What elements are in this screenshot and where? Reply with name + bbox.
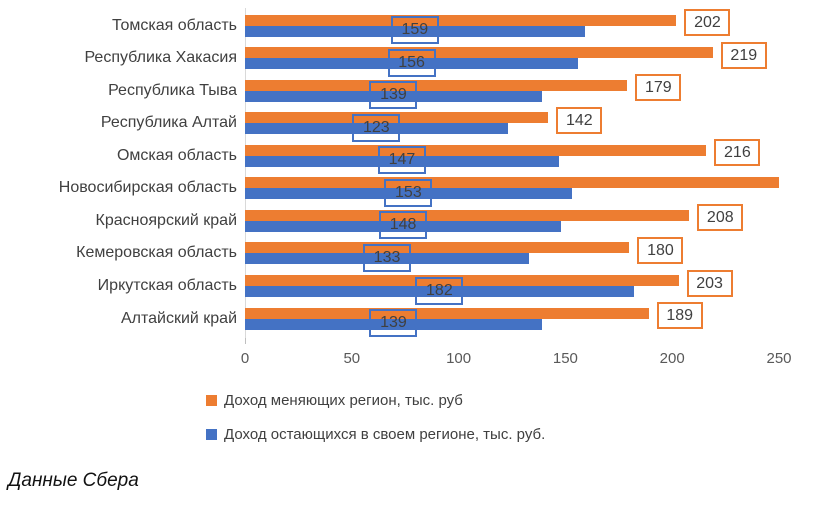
- bar-value-label: 147: [377, 146, 426, 175]
- category-label: Томская область: [111, 16, 237, 34]
- bar-value-label: 153: [384, 178, 433, 207]
- bar-value-label: 189: [656, 302, 703, 330]
- legend: Доход меняющих регион, тыс. руб Доход ост…: [206, 392, 545, 443]
- bar-value-label: 139: [369, 309, 418, 338]
- x-tick-label: 0: [240, 350, 250, 367]
- bar-resident-income: [245, 188, 572, 200]
- bar-migrant-income: [245, 144, 707, 156]
- bar-resident-income: [245, 90, 542, 102]
- x-tick-label: 250: [766, 350, 792, 367]
- bar-migrant-income: [245, 47, 713, 59]
- category-label: Кемеровская область: [76, 244, 237, 262]
- bar-value-label: 148: [379, 211, 428, 240]
- bar-value-label: 123: [352, 113, 401, 142]
- bar-migrant-income: [245, 242, 630, 254]
- legend-swatch-resident: [206, 429, 217, 440]
- x-tick-label: 50: [343, 350, 361, 367]
- category-label: Омская область: [116, 146, 237, 164]
- category-label: Красноярский край: [95, 211, 237, 229]
- bar-migrant-income: [245, 14, 677, 26]
- category-label: Республика Тыва: [108, 81, 237, 99]
- bar-resident-income: [245, 123, 508, 135]
- bar-migrant-income: [245, 209, 690, 221]
- category-label: Алтайский край: [120, 309, 237, 327]
- y-axis-line: [245, 8, 246, 338]
- legend-label: Доход меняющих регион, тыс. руб: [224, 392, 463, 409]
- bar-migrant-income: [245, 112, 549, 124]
- legend-item: Доход остающихся в своем регионе, тыс. р…: [206, 426, 545, 443]
- source-note: Данные Сбера: [8, 470, 139, 491]
- bar-resident-income: [245, 253, 530, 265]
- bar-migrant-income: [245, 79, 628, 91]
- bar-resident-income: [245, 286, 634, 298]
- bar-value-label: 159: [390, 16, 439, 44]
- plot-area: Томская область 202 159 Республика Хакасия 2…: [58, 8, 792, 367]
- x-tick-label: 100: [446, 350, 472, 367]
- bar-migrant-income: [245, 307, 649, 319]
- category-label: Иркутская область: [97, 277, 237, 295]
- bar-value-label: 208: [697, 204, 744, 232]
- legend-item: Доход меняющих регион, тыс. руб: [206, 392, 545, 409]
- bar-resident-income: [245, 220, 562, 232]
- bar-value-label: 202: [684, 9, 731, 36]
- category-label: Республика Алтай: [100, 114, 237, 132]
- bar-value-label: 216: [714, 139, 761, 167]
- bar-value-label: 133: [363, 243, 412, 272]
- x-axis-zero-tick: [245, 338, 246, 344]
- legend-swatch-migrant: [206, 395, 217, 406]
- bar-resident-income: [245, 58, 579, 70]
- bar-resident-income: [245, 155, 559, 167]
- bar-value-label: 180: [637, 236, 684, 264]
- bar-value-label: 139: [369, 81, 418, 110]
- bar-value-label: 156: [387, 48, 436, 77]
- bar-value-label: 142: [556, 106, 603, 134]
- bar-value-label: 182: [415, 276, 464, 305]
- bar-resident-income: [245, 25, 585, 37]
- category-label: Новосибирская область: [58, 179, 237, 197]
- legend-label: Доход остающихся в своем регионе, тыс. р…: [224, 426, 546, 443]
- x-tick-label: 150: [552, 350, 578, 367]
- bar-resident-income: [245, 318, 542, 330]
- category-label: Республика Хакасия: [84, 49, 237, 67]
- bar-value-label: 203: [686, 269, 733, 297]
- x-tick-label: 200: [659, 350, 685, 367]
- bar-value-label: 219: [720, 41, 767, 69]
- bar-migrant-income: [245, 177, 779, 189]
- bar-value-label: 179: [635, 74, 682, 102]
